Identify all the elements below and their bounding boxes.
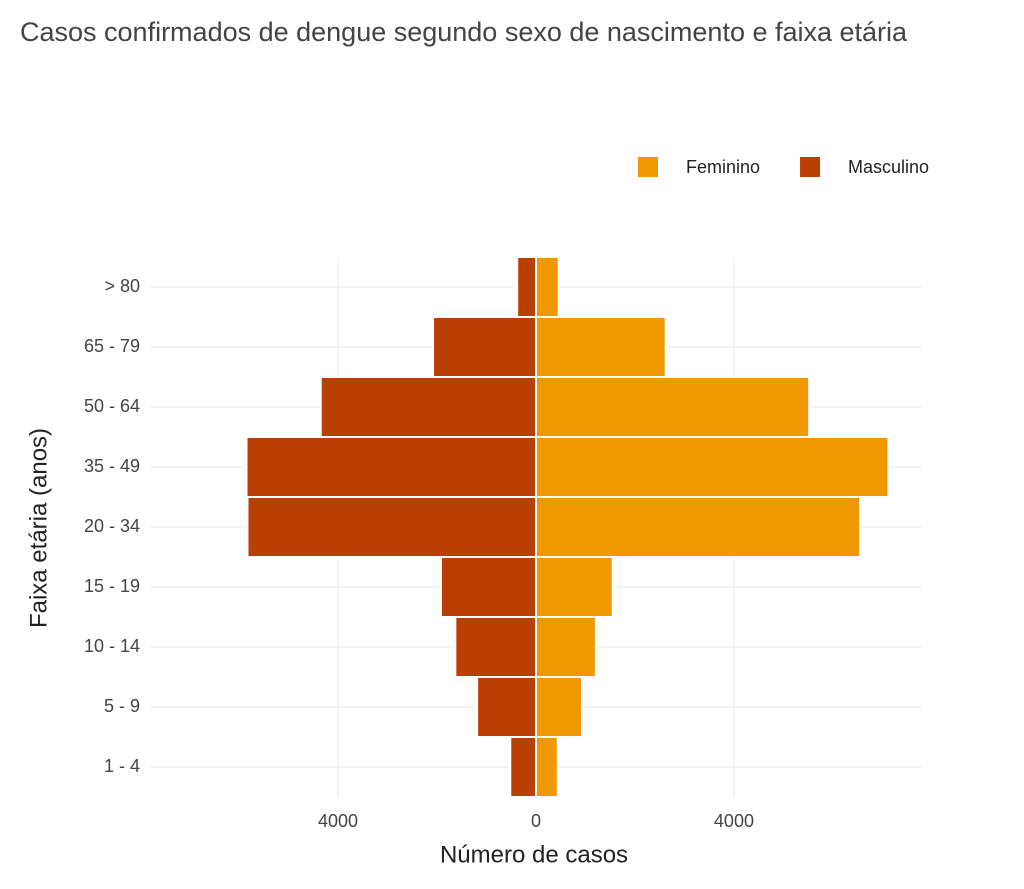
bar (319, 376, 537, 438)
bar (516, 256, 538, 318)
bar (535, 496, 862, 558)
bar (509, 736, 537, 798)
y-tick-label: 35 - 49 (84, 456, 140, 476)
legend-swatch (800, 157, 821, 177)
y-tick-label: 10 - 14 (84, 636, 140, 656)
bar (535, 676, 584, 738)
bar (476, 676, 538, 738)
bar (439, 556, 537, 618)
x-axis-title: Número de casos (440, 841, 628, 868)
legend-label: Feminino (686, 157, 760, 177)
chart-title: Casos confirmados de dengue segundo sexo… (20, 17, 908, 47)
y-tick-label: > 80 (104, 276, 140, 296)
bars (245, 256, 890, 798)
y-tick-label: 1 - 4 (104, 756, 140, 776)
legend-swatch (638, 157, 658, 177)
y-tick-label: 15 - 19 (84, 576, 140, 596)
bar (535, 736, 559, 798)
legend-label: Masculino (848, 157, 929, 177)
x-tick-label: 4000 (714, 811, 754, 831)
bar (432, 316, 538, 378)
y-axis-title: Faixa etária (anos) (25, 428, 52, 628)
bar (535, 436, 890, 498)
bar (535, 376, 811, 438)
x-tick-label: 4000 (318, 811, 358, 831)
bar (535, 256, 560, 318)
bar (535, 556, 614, 618)
bar (245, 436, 537, 498)
y-tick-label: 65 - 79 (84, 336, 140, 356)
bar (535, 616, 597, 678)
bar (454, 616, 538, 678)
y-tick-label: 20 - 34 (84, 516, 140, 536)
bar (535, 316, 667, 378)
y-tick-label: 50 - 64 (84, 396, 140, 416)
x-tick-label: 0 (531, 811, 541, 831)
bar (246, 496, 537, 558)
y-tick-label: 5 - 9 (104, 696, 140, 716)
